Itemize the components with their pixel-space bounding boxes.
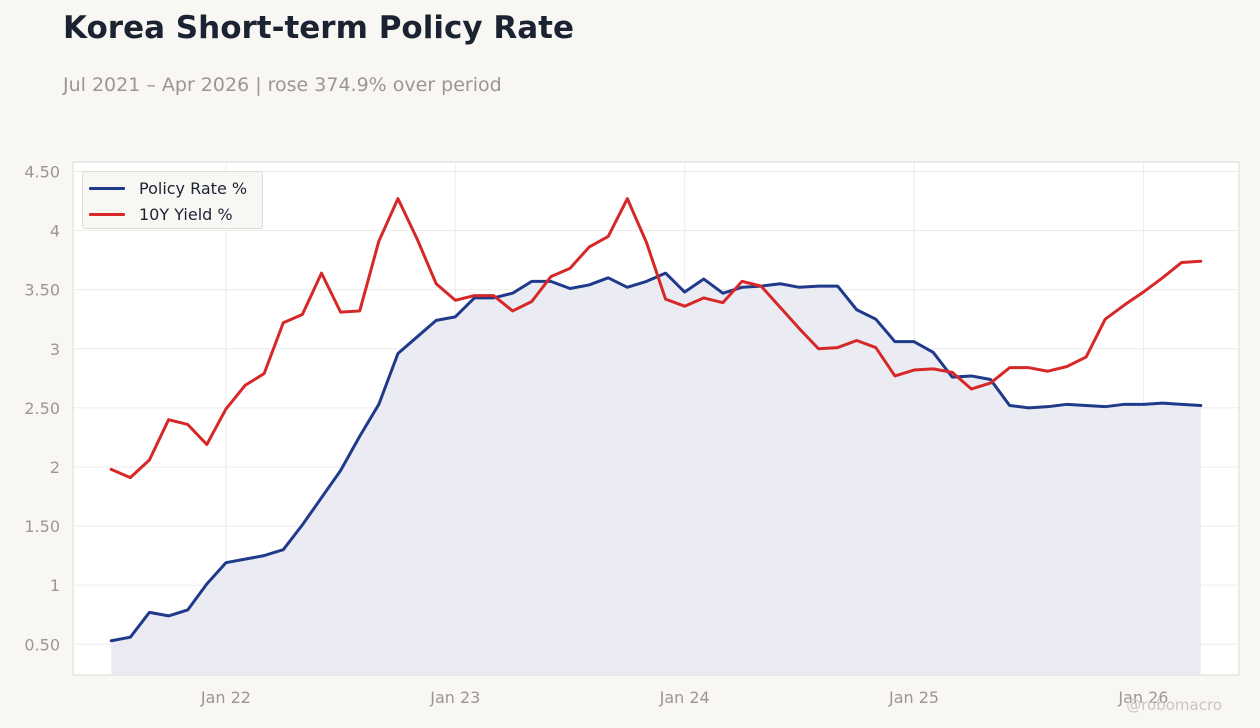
legend-item-policy-rate: Policy Rate % — [89, 178, 247, 198]
x-tick-label: Jan 26 — [1117, 688, 1168, 707]
y-tick-label: 2.50 — [24, 399, 60, 418]
y-tick-label: 0.50 — [24, 635, 60, 654]
legend-label-policy-rate: Policy Rate % — [139, 178, 248, 198]
legend-swatch-policy-rate — [89, 186, 125, 190]
y-tick-label: 2 — [50, 458, 60, 477]
y-tick-label: 4 — [50, 222, 60, 241]
series-line-layer — [109, 197, 1203, 643]
y-tick-label: 1 — [50, 576, 60, 595]
chart-title: Korea Short-term Policy Rate — [63, 10, 574, 46]
legend-label-10y-yield: 10Y Yield % — [139, 204, 233, 224]
chart-legend: Policy Rate % 10Y Yield % — [82, 171, 263, 229]
series-area-policy-rate — [111, 273, 1201, 675]
legend-item-10y-yield: 10Y Yield % — [89, 204, 233, 224]
y-tick-label: 1.50 — [24, 517, 60, 536]
x-tick-label: Jan 23 — [429, 688, 480, 707]
legend-swatch-10y-yield — [89, 212, 125, 216]
series-line-10y-yield — [109, 197, 1203, 480]
axis-tick-labels: 0.50 1 1.50 2 2.50 3 3.50 4 4.50 Jan 22 Jan 23 Jan … — [24, 162, 1168, 707]
x-tick-label: Jan 24 — [659, 688, 710, 707]
y-tick-label: 4.50 — [24, 162, 60, 181]
series-line-policy-rate — [109, 271, 1203, 643]
chart-subtitle: Jul 2021 – Apr 2026 | rose 374.9% over p… — [63, 74, 502, 96]
y-tick-label: 3 — [50, 340, 60, 359]
x-tick-label: Jan 22 — [200, 688, 251, 707]
y-tick-label: 3.50 — [24, 281, 60, 300]
x-tick-label: Jan 25 — [888, 688, 939, 707]
series-area-layer — [111, 273, 1201, 675]
watermark: @robomacro — [1126, 696, 1222, 714]
